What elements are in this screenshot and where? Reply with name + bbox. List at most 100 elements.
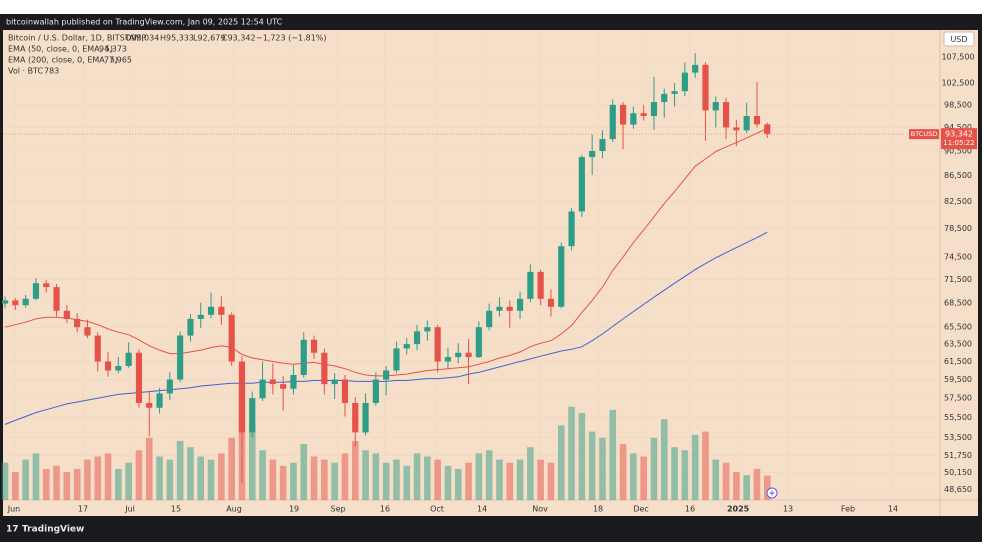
volume-bar bbox=[660, 419, 668, 500]
volume-bar bbox=[135, 450, 143, 500]
candle-body bbox=[238, 361, 246, 433]
candle-body bbox=[413, 331, 421, 345]
y-tick-label: 94,500 bbox=[944, 123, 972, 132]
grid bbox=[3, 30, 940, 500]
volume-bar bbox=[94, 456, 102, 500]
legend-open: O95,034 bbox=[125, 34, 159, 43]
volume-bar bbox=[444, 465, 452, 500]
candle-body bbox=[197, 314, 204, 319]
candle-body bbox=[753, 116, 761, 125]
price-tag: 93,342 bbox=[945, 130, 973, 139]
candle-body bbox=[125, 352, 132, 366]
volume-bar bbox=[310, 456, 318, 500]
x-tick-label: Dec bbox=[633, 505, 648, 514]
legend-ema200-value: 77,965 bbox=[104, 56, 132, 65]
volume-bar bbox=[516, 459, 524, 500]
volume-bar bbox=[465, 462, 472, 500]
candle-body bbox=[609, 104, 616, 140]
candle-body bbox=[558, 246, 565, 307]
legend-ema50-value: 94,373 bbox=[99, 45, 127, 54]
volume-bar bbox=[557, 425, 565, 500]
candle-body bbox=[722, 102, 730, 128]
volume-bar bbox=[187, 447, 194, 500]
volume-bar bbox=[681, 450, 689, 500]
volume-bar bbox=[53, 465, 60, 500]
volume-bar bbox=[290, 462, 297, 500]
volume-bar bbox=[372, 453, 380, 500]
y-tick-label: 102,500 bbox=[941, 79, 974, 88]
volume-bar bbox=[279, 465, 287, 500]
candle-body bbox=[32, 283, 40, 299]
volume-bar bbox=[599, 437, 606, 500]
candle-body bbox=[166, 379, 173, 394]
candle-body bbox=[290, 374, 297, 389]
candle-body bbox=[681, 72, 688, 92]
volume-bar bbox=[156, 456, 163, 500]
volume-bar bbox=[248, 425, 256, 500]
candle-body bbox=[63, 310, 70, 319]
candle-body bbox=[650, 102, 658, 117]
candle-body bbox=[692, 64, 699, 73]
candle-body bbox=[537, 271, 544, 299]
symbol-tag-box bbox=[909, 129, 939, 140]
y-tick-label: 50,150 bbox=[944, 468, 972, 477]
legend-volume: Vol · BTC bbox=[8, 67, 44, 76]
y-tick-label: 71,500 bbox=[944, 275, 972, 284]
candle-body bbox=[702, 64, 709, 111]
legend-low: L92,679 bbox=[193, 34, 225, 43]
y-tick-label: 59,500 bbox=[944, 375, 972, 384]
volume-bar bbox=[702, 431, 709, 500]
volume-bar bbox=[413, 453, 421, 500]
candle-body bbox=[43, 283, 50, 288]
x-tick-label: 13 bbox=[783, 505, 793, 514]
candle-body bbox=[444, 357, 452, 362]
candle-body bbox=[486, 310, 493, 328]
x-tick-label: Feb bbox=[841, 505, 855, 514]
volume-bar bbox=[259, 450, 266, 500]
footer-brand: TradingView bbox=[22, 525, 84, 535]
x-tick-label: 19 bbox=[289, 505, 299, 514]
currency-box[interactable] bbox=[943, 31, 975, 47]
legend-ema200: EMA (200, close, 0, EMA, 5) bbox=[8, 56, 118, 65]
legend-change: −1,723 (−1.81%) bbox=[256, 34, 327, 43]
y-tick-label: 63,500 bbox=[944, 340, 972, 349]
y-tick-label: 98,500 bbox=[944, 100, 972, 109]
volume-bar bbox=[207, 459, 215, 500]
candle-body bbox=[743, 116, 750, 131]
legend-symbol: Bitcoin / U.S. Dollar, 1D, BITSTAMP bbox=[8, 34, 146, 43]
volume-bar bbox=[351, 440, 359, 500]
volume-bar bbox=[424, 456, 431, 500]
y-tick-label: 48,650 bbox=[944, 485, 972, 494]
add-button[interactable] bbox=[766, 487, 778, 499]
volume-bar bbox=[733, 472, 740, 500]
volume-bar bbox=[1, 462, 9, 500]
x-tick-label: Sep bbox=[331, 505, 346, 514]
y-tick-label: 107,500 bbox=[941, 53, 974, 62]
x-tick-label: 15 bbox=[171, 505, 181, 514]
candle-body bbox=[640, 113, 647, 117]
candle-body bbox=[424, 327, 431, 332]
volume-bar bbox=[485, 450, 493, 500]
volume-bar bbox=[743, 475, 750, 500]
candle-body bbox=[764, 124, 771, 135]
volume-bar bbox=[393, 459, 400, 500]
volume-bar bbox=[588, 431, 596, 500]
candle-body bbox=[619, 104, 627, 125]
legend: Bitcoin / U.S. Dollar, 1D, BITSTAMP O95,… bbox=[8, 34, 327, 76]
candle-body bbox=[341, 379, 349, 403]
candle-body bbox=[104, 361, 112, 371]
candle-body bbox=[187, 318, 194, 336]
x-tick-label: 14 bbox=[888, 505, 898, 514]
currency[interactable]: USD bbox=[950, 35, 967, 44]
volume-bar bbox=[145, 437, 153, 500]
candle-body bbox=[506, 306, 513, 311]
volume-bar bbox=[104, 453, 112, 500]
candle-body bbox=[228, 314, 235, 362]
candle-body bbox=[269, 379, 276, 385]
volume-bar bbox=[496, 459, 503, 500]
volume-bar bbox=[341, 453, 349, 500]
x-tick-label: 17 bbox=[78, 505, 88, 514]
candle-body bbox=[589, 151, 596, 158]
candle-body bbox=[177, 335, 184, 380]
